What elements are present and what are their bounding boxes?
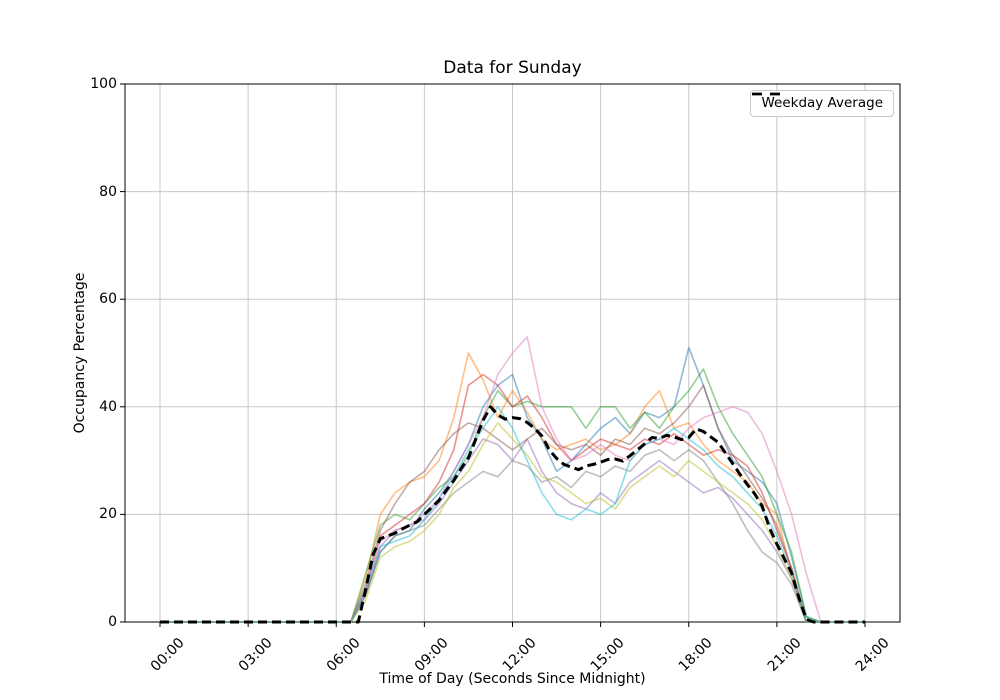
average-line: [160, 405, 865, 624]
legend-label: Weekday Average: [761, 95, 883, 111]
x-axis-label: Time of Day (Seconds Since Midnight): [379, 671, 646, 687]
y-tick-label: 100: [90, 76, 117, 92]
legend: Weekday Average: [750, 90, 894, 117]
dashed-line-icon: [752, 92, 781, 96]
y-tick-label: 60: [99, 291, 117, 308]
y-tick-label: 0: [108, 614, 117, 630]
y-axis-label: Occupancy Percentage: [72, 272, 88, 434]
chart-title: Data for Sunday: [443, 58, 582, 78]
y-tick-label: 20: [99, 506, 117, 523]
y-tick-label: 80: [99, 183, 117, 200]
y-tick-label: 40: [99, 398, 117, 415]
